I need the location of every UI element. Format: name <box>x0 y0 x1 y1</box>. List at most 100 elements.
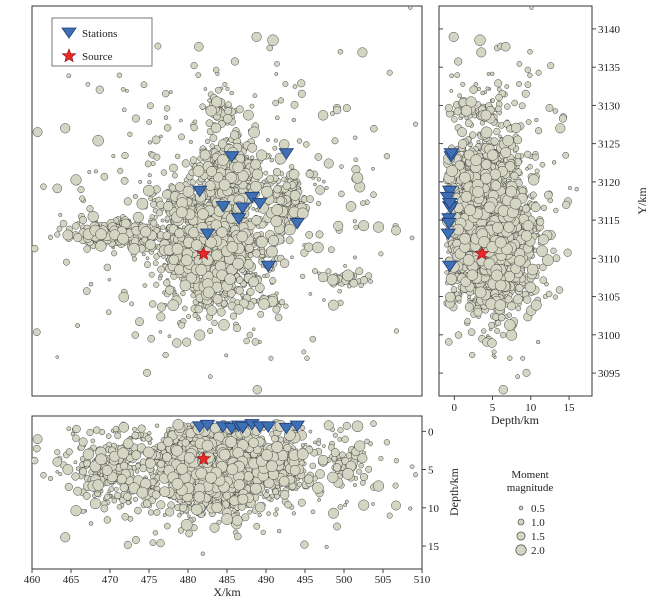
event-point <box>174 264 185 276</box>
event-point <box>197 208 209 220</box>
event-point <box>199 149 211 161</box>
event-point <box>162 231 171 240</box>
event-point <box>308 292 313 296</box>
event-point <box>353 255 357 260</box>
event-point <box>32 244 39 253</box>
event-point <box>85 81 91 87</box>
event-point <box>345 201 357 212</box>
event-point <box>291 117 296 123</box>
event-point <box>233 304 244 315</box>
event-point <box>267 34 279 46</box>
depth-y-view-events <box>442 6 579 395</box>
event-point <box>162 351 169 359</box>
event-point <box>495 319 502 326</box>
event-point <box>413 121 419 127</box>
event-point <box>66 73 72 79</box>
event-point <box>357 47 368 58</box>
event-point <box>59 219 68 228</box>
event-point <box>95 85 104 94</box>
event-point <box>147 334 155 343</box>
event-point <box>490 137 499 146</box>
event-point <box>205 236 217 249</box>
event-point <box>268 355 274 361</box>
event-point <box>215 86 222 94</box>
event-point <box>192 312 198 318</box>
event-point <box>131 331 139 339</box>
map-view-events <box>8 6 419 395</box>
event-point <box>63 258 70 266</box>
event-point <box>222 113 233 124</box>
event-point <box>211 319 218 326</box>
event-point <box>378 251 384 257</box>
event-point <box>131 256 138 262</box>
event-point <box>524 66 531 74</box>
event-point <box>243 109 254 121</box>
event-point <box>8 191 16 199</box>
event-point <box>339 164 344 169</box>
event-point <box>454 331 463 339</box>
event-point <box>236 230 249 243</box>
event-point <box>153 153 161 161</box>
event-point <box>372 221 385 233</box>
event-point <box>235 105 244 114</box>
event-point <box>206 305 217 316</box>
event-point <box>553 207 559 214</box>
event-point <box>143 368 151 377</box>
event-point <box>163 279 171 287</box>
event-point <box>100 172 109 181</box>
event-point <box>144 160 152 168</box>
event-point <box>317 110 329 121</box>
event-point <box>476 86 481 91</box>
event-point <box>490 98 495 103</box>
event-point <box>522 368 531 377</box>
event-point <box>266 175 275 183</box>
event-point <box>257 310 265 318</box>
event-point <box>273 168 282 177</box>
event-point <box>153 281 160 288</box>
map-view-frame <box>31 5 423 397</box>
event-point <box>272 305 281 314</box>
event-point <box>179 118 183 123</box>
event-point <box>265 138 270 142</box>
event-point <box>218 179 231 191</box>
event-point <box>52 183 63 194</box>
event-point <box>132 211 144 223</box>
depth-y-view-frame <box>438 5 593 397</box>
event-point <box>536 217 545 226</box>
event-point <box>266 44 274 52</box>
event-point <box>92 135 104 147</box>
event-point <box>529 6 534 10</box>
event-point <box>250 159 261 170</box>
event-point <box>194 41 204 52</box>
event-point <box>171 243 184 255</box>
event-point <box>225 86 230 91</box>
event-point <box>523 150 532 158</box>
event-point <box>251 168 264 180</box>
event-point <box>226 241 239 253</box>
event-point <box>207 328 214 334</box>
event-point <box>353 157 359 163</box>
event-point <box>322 179 326 184</box>
event-point <box>121 151 129 160</box>
event-point <box>552 108 559 114</box>
event-point <box>545 290 553 298</box>
event-point <box>292 84 298 89</box>
event-point <box>202 286 215 299</box>
event-point <box>534 117 539 123</box>
event-point <box>160 224 166 230</box>
event-point <box>181 305 188 312</box>
event-point <box>131 114 140 123</box>
event-point <box>284 223 296 236</box>
event-point <box>230 57 239 66</box>
event-point <box>272 145 278 151</box>
event-point <box>315 200 322 207</box>
event-point <box>258 298 270 310</box>
event-point <box>314 153 323 161</box>
event-point <box>299 273 306 280</box>
event-point <box>301 349 307 355</box>
event-point <box>547 62 555 70</box>
event-point <box>393 328 400 334</box>
event-point <box>118 291 130 303</box>
event-point <box>289 190 301 201</box>
event-point <box>111 250 118 257</box>
